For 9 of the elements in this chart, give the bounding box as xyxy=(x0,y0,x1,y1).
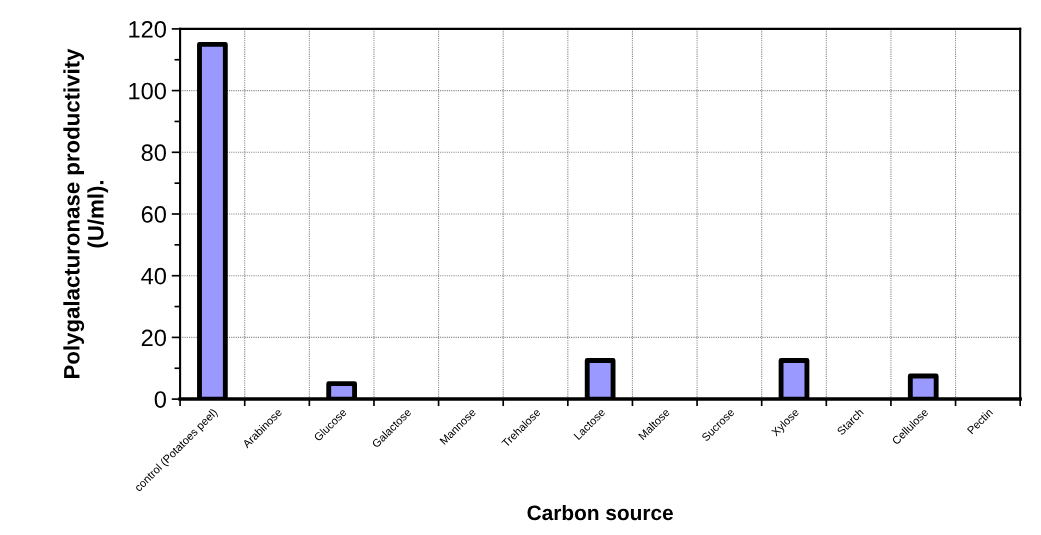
x-axis-title: Carbon source xyxy=(527,504,673,521)
y-tick-label: 20 xyxy=(141,329,166,347)
y-tick-label: 120 xyxy=(129,20,166,38)
y-tick-label: 80 xyxy=(141,144,166,162)
y-tick-label: 100 xyxy=(129,82,166,100)
y-tick-label: 40 xyxy=(141,267,166,285)
y-tick-label: 0 xyxy=(154,391,166,408)
y-axis-title: Polygalacturonase productivity (U/ml). xyxy=(63,48,109,378)
y-tick-label: 60 xyxy=(141,206,166,223)
